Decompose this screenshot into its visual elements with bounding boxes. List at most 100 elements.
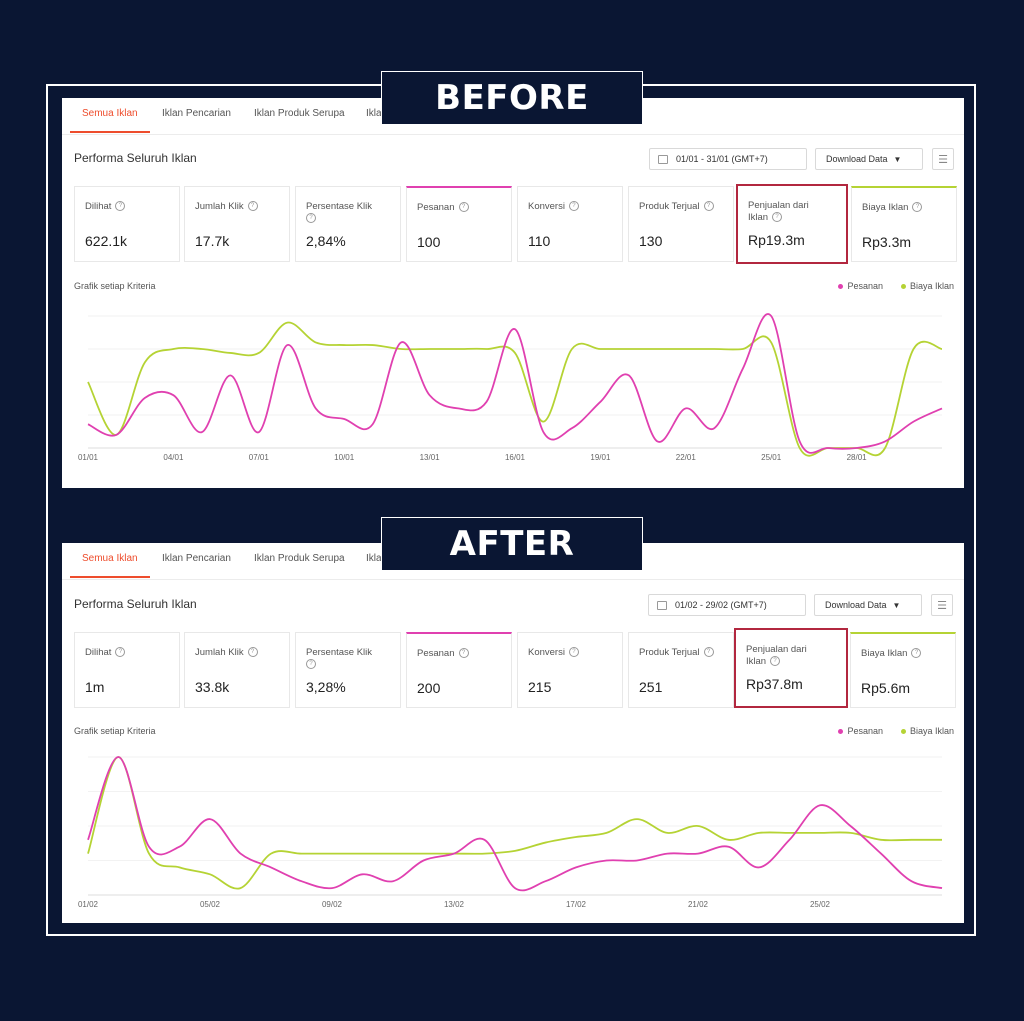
x-tick-label: 22/01 <box>676 453 697 462</box>
calendar-icon <box>658 154 668 164</box>
metric-card-persentase-klik[interactable]: Persentase Klik? 3,28% <box>295 632 401 708</box>
card-label: Jumlah Klik <box>195 201 244 212</box>
metric-card-biaya-iklan[interactable]: Biaya Iklan? Rp3.3m <box>851 186 957 262</box>
date-range-picker[interactable]: 01/01 - 31/01 (GMT+7) <box>649 148 807 170</box>
active-tab-indicator <box>70 131 150 133</box>
card-value: Rp37.8m <box>746 676 803 692</box>
metric-card-produk-terjual[interactable]: Produk Terjual? 251 <box>628 632 734 708</box>
help-icon: ? <box>115 647 126 658</box>
help-icon: ? <box>115 201 126 212</box>
tab-iklan-pencarian[interactable]: Iklan Pencarian <box>162 108 231 119</box>
tab-iklan-more[interactable]: Ikla <box>366 553 382 564</box>
help-icon: ? <box>912 202 923 213</box>
card-label: Penjualan dari Iklan <box>748 200 809 223</box>
x-tick-label: 28/01 <box>847 453 868 462</box>
tab-iklan-more[interactable]: Ikla <box>366 108 382 119</box>
help-icon: ? <box>247 201 258 212</box>
series-line-pesanan[interactable] <box>87 756 943 892</box>
card-label: Biaya Iklan <box>861 648 908 659</box>
legend-biaya-iklan[interactable]: Biaya Iklan <box>909 726 954 736</box>
after-panel: Semua Iklan Iklan Pencarian Iklan Produk… <box>62 543 964 923</box>
help-icon: ? <box>911 648 922 659</box>
metric-card-biaya-iklan[interactable]: Biaya Iklan? Rp5.6m <box>850 632 956 708</box>
tab-iklan-produk-serupa[interactable]: Iklan Produk Serupa <box>254 108 345 119</box>
card-label: Dilihat <box>85 647 112 658</box>
card-label: Biaya Iklan <box>862 202 909 213</box>
metric-card-konversi[interactable]: Konversi? 110 <box>517 186 623 262</box>
chevron-down-icon: ▼ <box>893 154 902 164</box>
series-line-biaya-iklan[interactable] <box>87 321 943 457</box>
help-icon: ? <box>306 659 316 670</box>
card-value: 622.1k <box>85 233 128 249</box>
x-tick-label: 01/01 <box>78 453 99 462</box>
tab-iklan-produk-serupa[interactable]: Iklan Produk Serupa <box>254 553 345 564</box>
legend-dot-biaya-iklan <box>900 728 906 734</box>
card-value: 2,84% <box>306 233 346 249</box>
x-tick-label: 07/01 <box>249 453 270 462</box>
card-label: Dilihat <box>85 201 112 212</box>
metric-card-produk-terjual[interactable]: Produk Terjual? 130 <box>628 186 734 262</box>
menu-button[interactable]: ☰ <box>932 148 954 170</box>
metric-card-penjualan-dari-iklan[interactable]: Penjualan dari Iklan? Rp19.3m <box>736 184 848 264</box>
card-label: Konversi <box>528 201 565 212</box>
tab-semua-iklan[interactable]: Semua Iklan <box>82 553 138 564</box>
chart-legend: Pesanan Biaya Iklan <box>838 281 954 291</box>
x-tick-label: 25/01 <box>761 453 782 462</box>
before-banner: BEFORE <box>381 71 643 125</box>
metric-card-penjualan-dari-iklan[interactable]: Penjualan dari Iklan? Rp37.8m <box>734 628 848 708</box>
x-tick-label: 17/02 <box>566 900 587 909</box>
metric-card-jumlah-klik[interactable]: Jumlah Klik? 33.8k <box>184 632 290 708</box>
x-tick-label: 13/02 <box>444 900 465 909</box>
x-tick-label: 21/02 <box>688 900 709 909</box>
x-tick-label: 13/01 <box>420 453 441 462</box>
metric-card-pesanan[interactable]: Pesanan? 200 <box>406 632 512 708</box>
download-label: Download Data <box>826 154 888 164</box>
help-icon: ? <box>568 647 579 658</box>
legend-pesanan[interactable]: Pesanan <box>847 726 883 736</box>
card-label: Produk Terjual <box>639 201 700 212</box>
metric-card-konversi[interactable]: Konversi? 215 <box>517 632 623 708</box>
tab-bar: Semua Iklan Iklan Pencarian Iklan Produk… <box>62 543 964 580</box>
metric-card-dilihat[interactable]: Dilihat? 1m <box>74 632 180 708</box>
card-label: Persentase Klik <box>306 201 373 212</box>
metric-card-jumlah-klik[interactable]: Jumlah Klik? 17.7k <box>184 186 290 262</box>
menu-button[interactable]: ☰ <box>931 594 953 616</box>
download-data-button[interactable]: Download Data ▼ <box>814 594 922 616</box>
metric-card-persentase-klik[interactable]: Persentase Klik? 2,84% <box>295 186 401 262</box>
card-value: 17.7k <box>195 233 230 249</box>
series-line-pesanan[interactable] <box>87 313 943 454</box>
metric-card-dilihat[interactable]: Dilihat? 622.1k <box>74 186 180 262</box>
date-range-label: 01/02 - 29/02 (GMT+7) <box>675 600 767 610</box>
card-value: 3,28% <box>306 679 346 695</box>
performance-chart-before: 01/01 04/01 07/01 10/01 13/01 16/01 19/01 22/01… <box>78 313 943 462</box>
x-tick-label: 16/01 <box>505 453 526 462</box>
active-tab-indicator <box>70 576 150 578</box>
card-value: 110 <box>528 233 551 249</box>
card-value: 100 <box>417 234 441 250</box>
legend-dot-biaya-iklan <box>900 283 906 289</box>
card-value: 200 <box>417 680 441 696</box>
metric-card-pesanan[interactable]: Pesanan? 100 <box>406 186 512 262</box>
tab-iklan-pencarian[interactable]: Iklan Pencarian <box>162 553 231 564</box>
graph-label: Grafik setiap Kriteria <box>74 726 156 736</box>
legend-pesanan[interactable]: Pesanan <box>847 281 883 291</box>
after-banner: AFTER <box>381 517 643 571</box>
x-tick-label: 19/01 <box>590 453 611 462</box>
help-icon: ? <box>458 648 469 659</box>
x-tick-label: 04/01 <box>163 453 184 462</box>
download-data-button[interactable]: Download Data ▼ <box>815 148 923 170</box>
x-tick-label: 10/01 <box>334 453 355 462</box>
legend-biaya-iklan[interactable]: Biaya Iklan <box>909 281 954 291</box>
card-value: Rp19.3m <box>748 232 805 248</box>
card-label: Pesanan <box>417 202 455 213</box>
help-icon: ? <box>568 201 579 212</box>
x-tick-label: 05/02 <box>200 900 221 909</box>
date-range-picker[interactable]: 01/02 - 29/02 (GMT+7) <box>648 594 806 616</box>
calendar-icon <box>657 600 667 610</box>
help-icon: ? <box>770 656 781 667</box>
date-range-label: 01/01 - 31/01 (GMT+7) <box>676 154 768 164</box>
help-icon: ? <box>772 212 783 223</box>
tab-semua-iklan[interactable]: Semua Iklan <box>82 108 138 119</box>
card-value: 215 <box>528 679 552 695</box>
chevron-down-icon: ▼ <box>892 600 901 610</box>
